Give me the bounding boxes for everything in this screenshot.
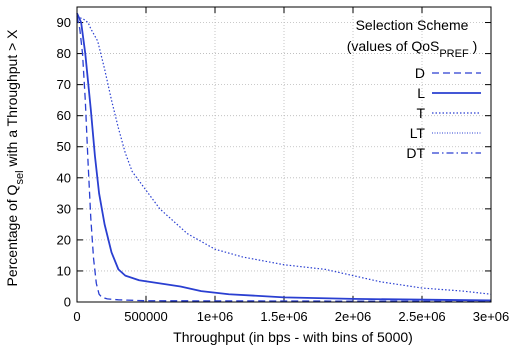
x-tick-label: 2.5e+06 xyxy=(398,309,445,324)
y-tick-label: 60 xyxy=(57,108,71,123)
legend-label-l: L xyxy=(417,85,425,101)
series-line-l xyxy=(76,12,492,302)
y-tick-label: 40 xyxy=(57,170,71,185)
x-tick-label: 1e+06 xyxy=(197,309,234,324)
legend-subtitle: (values of QoSPREF ) xyxy=(347,38,478,60)
legend-label-lt: LT xyxy=(410,125,426,141)
legend: Selection Scheme (values of QoSPREF ) DL… xyxy=(347,17,481,161)
series-line-d xyxy=(76,16,492,303)
x-tick-label: 500000 xyxy=(124,309,167,324)
y-tick-label: 70 xyxy=(57,77,71,92)
x-tick-label: 3e+06 xyxy=(473,309,510,324)
y-tick-label: 80 xyxy=(57,46,71,61)
series-lines xyxy=(76,12,492,303)
y-tick-label: 50 xyxy=(57,139,71,154)
y-axis-label: Percentage of Qsel with a Throughput > X xyxy=(4,29,26,287)
legend-title: Selection Scheme xyxy=(356,17,469,33)
plot-frame xyxy=(76,6,492,303)
y-tick-label: 0 xyxy=(64,295,71,310)
y-tick-label: 90 xyxy=(57,15,71,30)
x-tick-label: 1.5e+06 xyxy=(260,309,307,324)
y-tick-label: 20 xyxy=(57,232,71,247)
x-axis-label: Throughput (in bps - with bins of 5000) xyxy=(173,329,413,345)
x-tick-label: 0 xyxy=(73,309,80,324)
y-tick-label: 10 xyxy=(57,263,71,278)
legend-label-t: T xyxy=(416,105,425,121)
x-tick-label: 2e+06 xyxy=(335,309,372,324)
tick-labels: 0 10 20 30 40 50 60 70 80 90 0 500000 1e+06 1.5e+06 2e… xyxy=(57,15,510,324)
series-line-t xyxy=(76,15,492,295)
y-tick-label: 30 xyxy=(57,201,71,216)
legend-label-d: D xyxy=(415,65,425,81)
legend-label-dt: DT xyxy=(406,145,425,161)
